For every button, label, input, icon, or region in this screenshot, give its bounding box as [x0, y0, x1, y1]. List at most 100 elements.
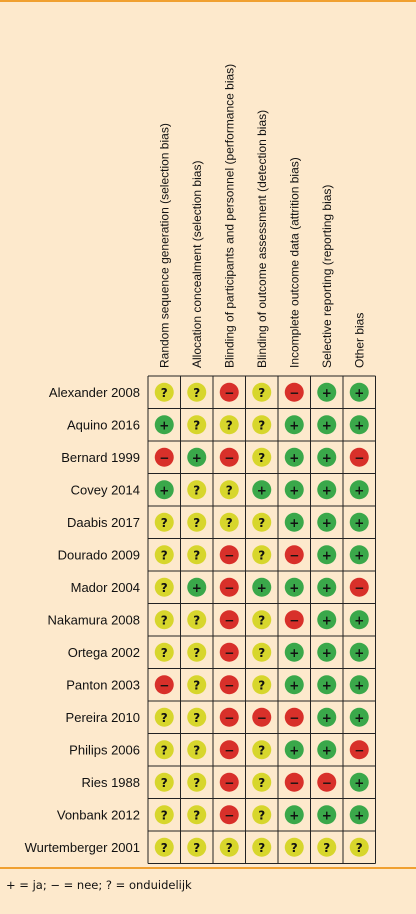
rating-symbol: ? [258, 743, 265, 757]
rating-symbol: + [354, 386, 364, 400]
rating-circle [154, 447, 174, 467]
rating-symbol: ? [258, 776, 265, 790]
rating-symbol: + [289, 451, 299, 465]
rating-symbol: + [289, 743, 299, 757]
rating-circle [219, 610, 239, 630]
rating-symbol: ? [161, 711, 168, 725]
rating-circle [317, 545, 337, 565]
rating-symbol: + [354, 418, 364, 432]
column-header: Selective reporting (reporting bias) [320, 185, 334, 368]
rating-symbol: ? [193, 711, 200, 725]
rating-circle [187, 577, 207, 597]
rating-circle [154, 577, 174, 597]
rating-symbol: ? [258, 613, 265, 627]
row-label: Vonbank 2012 [57, 807, 140, 822]
rating-symbol: + [354, 516, 364, 530]
rating-circle [349, 610, 369, 630]
rating-symbol: − [224, 808, 234, 822]
rating-symbol: ? [258, 808, 265, 822]
rating-symbol: ? [161, 841, 168, 855]
rating-circle [284, 707, 304, 727]
top-border [0, 0, 416, 2]
rating-circle [317, 480, 337, 500]
rating-circle [187, 382, 207, 402]
rating-symbol: ? [193, 483, 200, 497]
rating-circle [252, 415, 272, 435]
rating-symbol: + [354, 711, 364, 725]
rating-circle [219, 415, 239, 435]
rating-symbol: + [289, 646, 299, 660]
rating-circle [187, 415, 207, 435]
rating-symbol: − [289, 386, 299, 400]
rating-circle [317, 805, 337, 825]
rating-circle [349, 707, 369, 727]
rating-circle [187, 480, 207, 500]
column-header: Other bias [352, 313, 366, 368]
column-header: Blinding of outcome assessment (detectio… [255, 110, 269, 368]
rating-symbol: + [159, 418, 169, 432]
rating-circle [317, 740, 337, 760]
rating-symbol: ? [193, 841, 200, 855]
rating-circle [349, 772, 369, 792]
rating-circle [349, 415, 369, 435]
rating-symbol: ? [258, 451, 265, 465]
rating-circle [317, 512, 337, 532]
rating-symbol: − [354, 581, 364, 595]
rating-circle [317, 415, 337, 435]
row-label: Pereira 2010 [66, 710, 140, 725]
rating-circle [219, 447, 239, 467]
row-label: Dourado 2009 [58, 547, 140, 562]
rating-symbol: + [322, 483, 332, 497]
rating-circle [187, 642, 207, 662]
rating-symbol: ? [258, 841, 265, 855]
rating-circle [252, 675, 272, 695]
rating-circle [154, 415, 174, 435]
rating-circle [219, 545, 239, 565]
row-label: Bernard 1999 [61, 450, 140, 465]
rating-circle [154, 382, 174, 402]
rating-symbol: − [224, 776, 234, 790]
rating-circle [219, 382, 239, 402]
rating-symbol: − [159, 451, 169, 465]
rating-symbol: ? [226, 483, 233, 497]
rating-circle [154, 675, 174, 695]
rating-circle [252, 772, 272, 792]
row-label: Philips 2006 [69, 742, 140, 757]
rating-symbol: ? [193, 743, 200, 757]
rating-circle [284, 837, 304, 857]
rating-circle [154, 772, 174, 792]
rating-circle [349, 480, 369, 500]
rating-circle [154, 610, 174, 630]
rating-symbol: + [322, 548, 332, 562]
rating-symbol: + [289, 808, 299, 822]
rating-circle [252, 480, 272, 500]
rating-circle [317, 610, 337, 630]
rating-circle [284, 675, 304, 695]
rating-symbol: ? [356, 841, 363, 855]
column-header: Allocation concealment (selection bias) [190, 161, 204, 368]
rating-symbol: − [289, 711, 299, 725]
rating-circle [154, 545, 174, 565]
rating-circle [219, 837, 239, 857]
rating-symbol: + [322, 646, 332, 660]
rating-symbol: − [224, 743, 234, 757]
row-label: Aquino 2016 [67, 417, 140, 432]
rating-symbol: ? [258, 646, 265, 660]
rating-symbol: + [354, 678, 364, 692]
rating-circle [349, 577, 369, 597]
rating-circle [349, 447, 369, 467]
rating-symbol: − [224, 613, 234, 627]
rating-symbol: ? [161, 516, 168, 530]
rating-symbol: ? [226, 516, 233, 530]
column-header: Random sequence generation (selection bi… [157, 123, 171, 368]
rating-symbol: + [354, 613, 364, 627]
rating-symbol: ? [161, 776, 168, 790]
row-label: Alexander 2008 [49, 385, 140, 400]
rating-symbol: − [224, 711, 234, 725]
rating-symbol: + [289, 581, 299, 595]
rating-circle [349, 837, 369, 857]
rating-circle [154, 707, 174, 727]
rating-symbol: − [289, 776, 299, 790]
legend-text: + = ja; − = nee; ? = onduidelijk [6, 878, 192, 892]
rating-circle [252, 837, 272, 857]
